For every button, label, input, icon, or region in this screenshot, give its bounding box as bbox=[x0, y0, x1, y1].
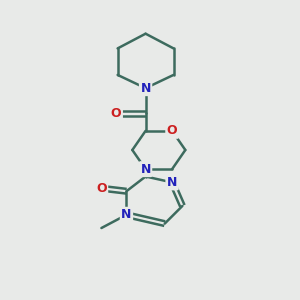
Text: O: O bbox=[96, 182, 107, 195]
Text: O: O bbox=[111, 107, 122, 120]
Text: O: O bbox=[167, 124, 177, 137]
Text: N: N bbox=[140, 163, 151, 176]
Text: N: N bbox=[121, 208, 132, 221]
Text: N: N bbox=[140, 82, 151, 95]
Text: N: N bbox=[167, 176, 177, 189]
